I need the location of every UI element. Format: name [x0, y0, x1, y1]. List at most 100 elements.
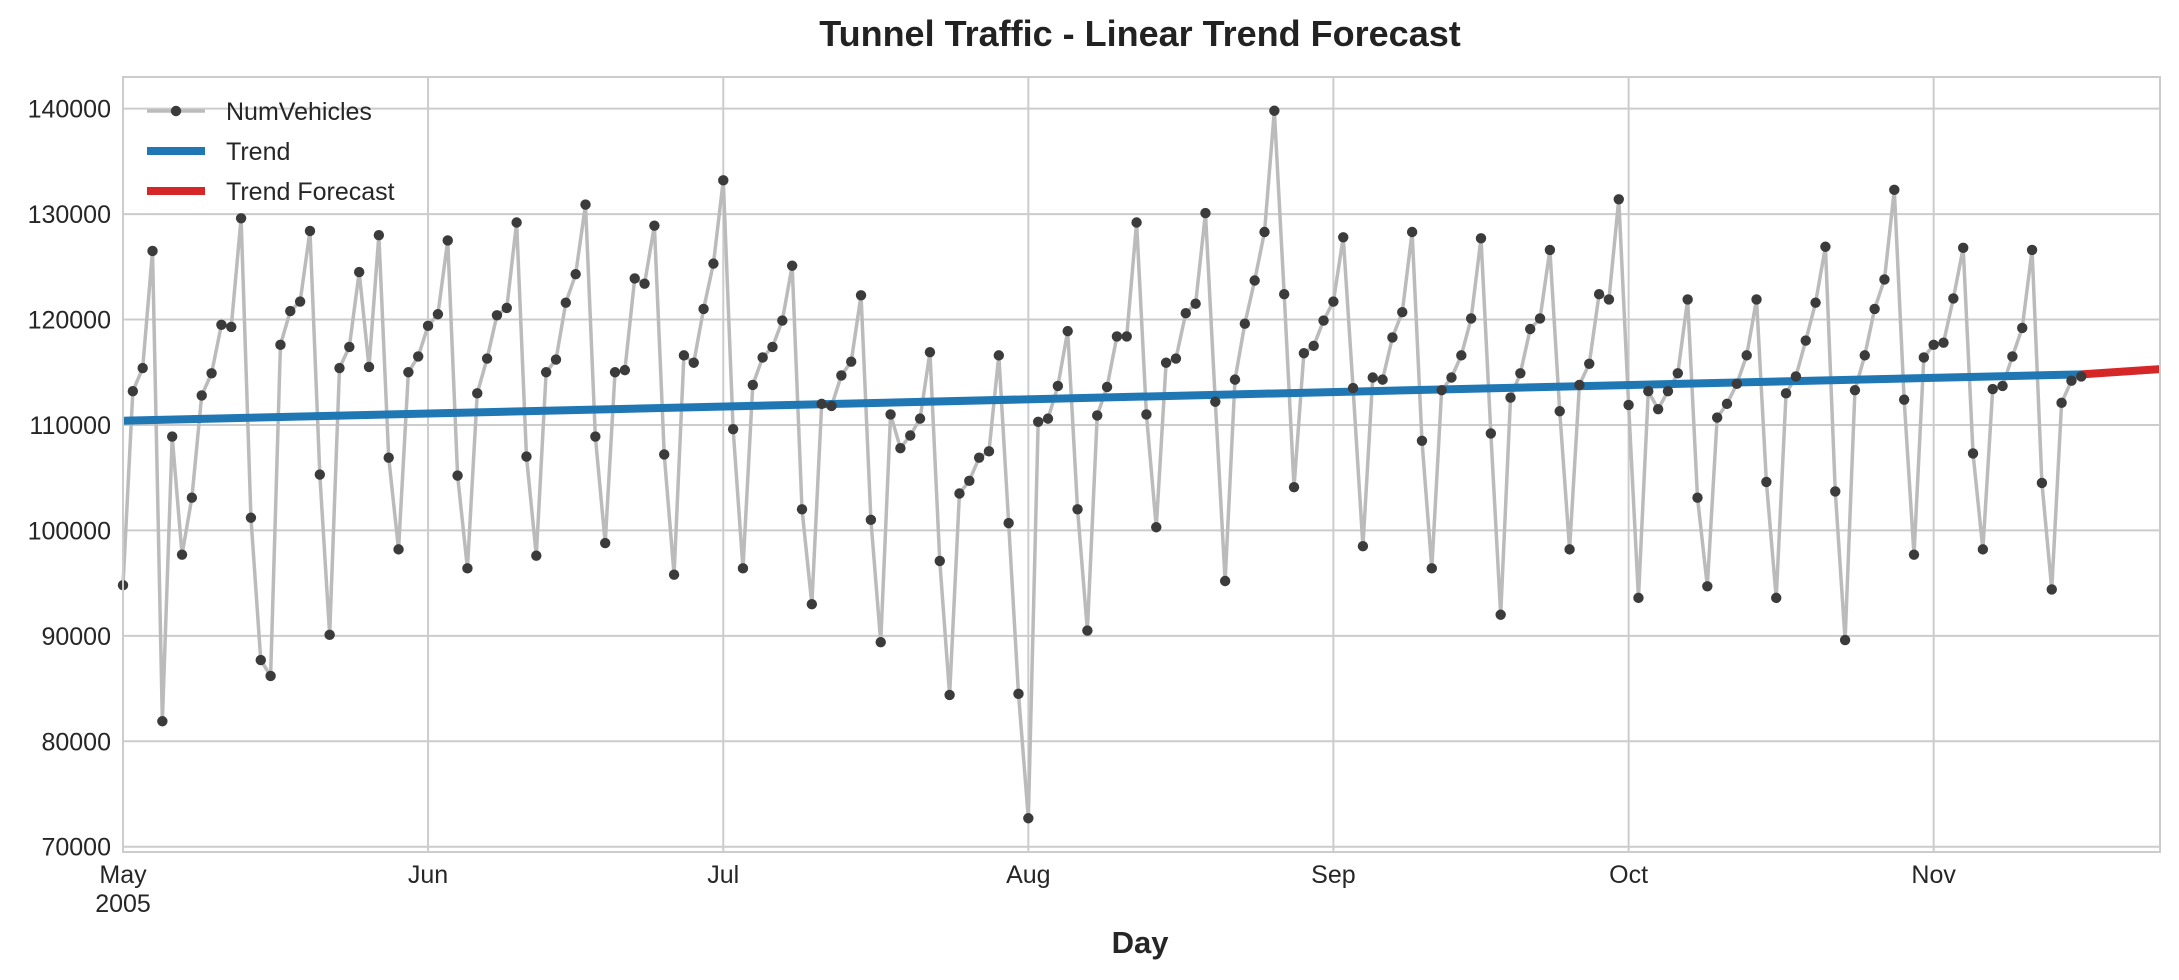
numvehicles-point [265, 670, 276, 682]
y-tick-label: 130000 [28, 201, 111, 229]
numvehicles-point [826, 400, 837, 412]
numvehicles-point [363, 361, 375, 373]
numvehicles-point [275, 339, 286, 351]
x-axis-label: Day [1112, 925, 1170, 960]
numvehicles-point [196, 390, 207, 401]
numvehicles-point [383, 452, 394, 463]
numvehicles-point [885, 409, 896, 420]
numvehicles-point [373, 229, 385, 241]
x-tick-label: Jun [408, 861, 448, 889]
numvehicles-point [1062, 325, 1073, 337]
numvehicles-point [1101, 381, 1113, 393]
numvehicles-point [1082, 625, 1093, 636]
numvehicles-point [924, 347, 936, 358]
legend-label: Trend [226, 138, 290, 166]
numvehicles-point [1456, 350, 1467, 361]
numvehicles-point [983, 446, 995, 457]
numvehicles-point [1643, 386, 1654, 397]
chart-title: Tunnel Traffic - Linear Trend Forecast [819, 13, 1460, 54]
numvehicles-point [1908, 549, 1920, 560]
numvehicles-point [1023, 813, 1034, 824]
numvehicles-point [846, 356, 857, 367]
numvehicles-point [678, 350, 690, 361]
numvehicles-point [934, 555, 945, 567]
numvehicles-point [1584, 358, 1595, 369]
numvehicles-point [1200, 207, 1211, 219]
numvehicles-point [1072, 504, 1083, 515]
numvehicles-point [865, 514, 877, 526]
numvehicles-point [1003, 517, 1014, 529]
numvehicles-point [1377, 374, 1388, 385]
numvehicles-point [216, 319, 227, 330]
y-tick-label: 120000 [28, 307, 111, 335]
numvehicles-point [1269, 105, 1280, 116]
numvehicles-point [560, 297, 572, 308]
numvehicles-point [905, 430, 916, 441]
numvehicles-point [294, 296, 306, 307]
numvehicles-point [1318, 315, 1329, 326]
numvehicles-point [1711, 412, 1723, 423]
numvehicles-point [1623, 399, 1634, 411]
numvehicles-point [344, 341, 355, 353]
numvehicles-point [226, 321, 237, 333]
numvehicles-point [1249, 275, 1260, 286]
numvehicles-point [570, 268, 581, 280]
numvehicles-point [1328, 296, 1339, 307]
numvehicles-point [1751, 294, 1762, 305]
numvehicles-point [1515, 368, 1526, 379]
y-tick-label: 80000 [41, 728, 111, 756]
numvehicles-point [393, 544, 404, 555]
numvehicles-point [481, 353, 493, 364]
numvehicles-point [2007, 351, 2018, 362]
numvehicles-point [1977, 544, 1989, 555]
numvehicles-point [1288, 481, 1300, 493]
numvehicles-point [609, 367, 621, 378]
numvehicles-point [718, 175, 729, 186]
numvehicles-point [324, 629, 335, 640]
numvehicles-point [1652, 403, 1664, 415]
numvehicles-point [1338, 232, 1349, 243]
numvehicles-point [727, 423, 739, 435]
numvehicles-point [954, 488, 965, 499]
numvehicles-point [540, 367, 552, 378]
numvehicles-point [668, 569, 680, 580]
numvehicles-point [1967, 448, 1979, 459]
numvehicles-point [737, 563, 749, 574]
numvehicles-point [1731, 378, 1743, 390]
numvehicles-point [875, 636, 886, 648]
numvehicles-point [403, 367, 414, 378]
numvehicles-point [1593, 289, 1605, 300]
numvehicles-point [176, 549, 188, 560]
numvehicles-point [1151, 522, 1162, 533]
numvehicles-point [816, 398, 827, 410]
numvehicles-point [1771, 592, 1782, 604]
x-tick-label: Aug [1006, 861, 1050, 889]
numvehicles-point [1928, 339, 1939, 351]
numvehicles-point [1849, 384, 1861, 396]
numvehicles-point [1839, 634, 1851, 646]
numvehicles-point [1957, 242, 1969, 254]
numvehicles-point [314, 469, 326, 480]
numvehicles-point [353, 266, 365, 278]
numvehicles-point [2046, 584, 2057, 595]
numvehicles-point [442, 235, 453, 246]
numvehicles-point [413, 351, 424, 362]
numvehicles-point [137, 362, 148, 374]
numvehicles-point [1987, 383, 1998, 395]
numvehicles-point [1367, 372, 1378, 383]
legend-marker [170, 105, 182, 117]
numvehicles-point [422, 320, 434, 332]
numvehicles-point [1780, 388, 1792, 399]
y-tick-label: 110000 [29, 412, 111, 440]
numvehicles-point [1446, 372, 1457, 383]
numvehicles-point [1525, 323, 1536, 335]
numvehicles-point [1180, 307, 1191, 319]
numvehicles-point [127, 386, 139, 397]
numvehicles-point [255, 654, 266, 666]
numvehicles-point [1032, 416, 1044, 427]
numvehicles-point [1741, 350, 1752, 361]
numvehicles-point [186, 492, 198, 503]
numvehicles-point [1190, 298, 1201, 309]
numvehicles-point [1869, 303, 1880, 315]
numvehicles-point [1357, 541, 1369, 552]
